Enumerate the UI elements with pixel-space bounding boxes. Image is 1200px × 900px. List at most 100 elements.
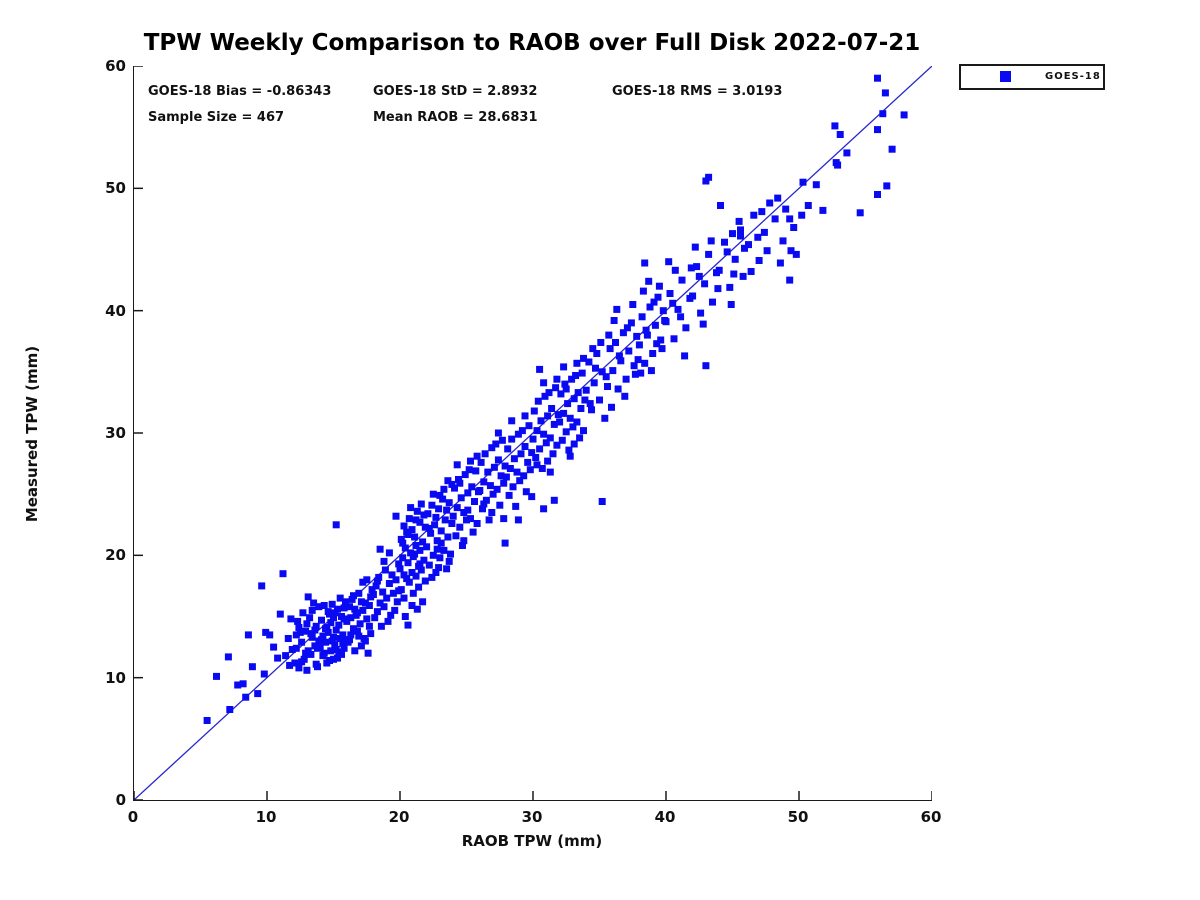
data-point xyxy=(363,615,371,623)
data-point xyxy=(357,642,365,650)
data-point xyxy=(248,663,256,671)
data-point xyxy=(512,502,520,510)
data-point xyxy=(621,392,629,400)
data-point xyxy=(729,230,736,238)
data-point xyxy=(419,538,427,546)
data-point xyxy=(448,520,456,527)
data-point xyxy=(392,576,400,584)
data-point xyxy=(292,631,300,639)
data-point xyxy=(416,518,424,526)
data-point xyxy=(687,264,695,272)
data-point xyxy=(425,561,433,569)
data-point xyxy=(741,244,748,252)
data-point xyxy=(598,368,606,376)
data-point xyxy=(627,319,635,327)
data-point xyxy=(376,545,384,553)
data-point xyxy=(570,440,578,448)
data-point xyxy=(408,569,416,576)
data-point xyxy=(552,384,560,392)
data-point xyxy=(501,539,509,547)
data-point xyxy=(449,512,457,520)
data-point xyxy=(371,614,379,622)
data-point xyxy=(311,626,319,634)
data-point xyxy=(480,478,488,486)
data-point xyxy=(404,531,412,538)
data-point xyxy=(490,463,498,471)
data-point xyxy=(782,205,790,213)
data-point xyxy=(659,307,667,315)
data-point xyxy=(397,586,405,594)
data-point xyxy=(312,622,320,630)
data-point xyxy=(514,516,522,524)
data-point xyxy=(653,340,661,348)
data-point xyxy=(874,74,881,82)
data-point xyxy=(612,339,619,346)
data-point xyxy=(602,373,610,381)
data-point xyxy=(451,484,458,492)
data-point xyxy=(346,603,353,611)
data-point xyxy=(334,654,341,662)
data-point xyxy=(471,498,478,505)
data-point xyxy=(705,250,713,258)
y-tick-label: 0 xyxy=(115,791,126,809)
data-point xyxy=(479,505,486,513)
data-point xyxy=(440,546,448,554)
data-point xyxy=(553,375,561,383)
data-point xyxy=(377,622,385,630)
data-point xyxy=(395,560,403,568)
data-point xyxy=(445,557,453,565)
data-point xyxy=(385,580,393,587)
data-point xyxy=(433,545,441,553)
data-point xyxy=(546,434,554,442)
data-point xyxy=(586,400,594,408)
data-point xyxy=(441,516,449,524)
data-point xyxy=(425,524,433,532)
data-point xyxy=(364,649,372,657)
data-point xyxy=(339,639,347,647)
data-point xyxy=(484,468,492,476)
data-point xyxy=(538,465,546,472)
data-point xyxy=(614,385,622,393)
data-point xyxy=(731,255,739,263)
data-point xyxy=(493,485,501,493)
data-point xyxy=(468,483,476,491)
data-point xyxy=(831,122,839,130)
scatter-plot xyxy=(134,66,932,800)
y-tick-label: 40 xyxy=(105,301,126,320)
data-point xyxy=(399,539,407,547)
data-point xyxy=(346,636,353,644)
data-point xyxy=(631,370,639,378)
data-point xyxy=(310,599,318,607)
data-point xyxy=(541,392,549,400)
data-point xyxy=(443,506,451,514)
data-point xyxy=(647,367,655,375)
data-point xyxy=(843,149,851,157)
data-point xyxy=(432,569,440,576)
data-point xyxy=(747,268,755,275)
data-point xyxy=(400,571,408,579)
data-point xyxy=(467,515,474,523)
data-point xyxy=(771,215,779,223)
data-point xyxy=(295,624,303,631)
data-point xyxy=(334,605,341,613)
data-point xyxy=(411,550,419,558)
data-point xyxy=(423,543,431,551)
data-point xyxy=(244,631,252,639)
data-point xyxy=(440,485,448,493)
data-point xyxy=(401,544,409,552)
data-point xyxy=(819,206,827,214)
data-point xyxy=(625,347,633,355)
data-point xyxy=(502,473,510,481)
data-point xyxy=(260,670,268,678)
data-point xyxy=(444,477,452,485)
data-point xyxy=(431,521,439,529)
data-point xyxy=(521,443,529,450)
data-point xyxy=(585,358,593,366)
data-point xyxy=(568,375,576,383)
data-point xyxy=(385,549,393,557)
data-point xyxy=(459,542,466,549)
x-tick-label: 60 xyxy=(920,808,942,826)
data-point xyxy=(372,582,380,590)
data-point xyxy=(457,494,465,502)
data-point xyxy=(649,350,657,357)
